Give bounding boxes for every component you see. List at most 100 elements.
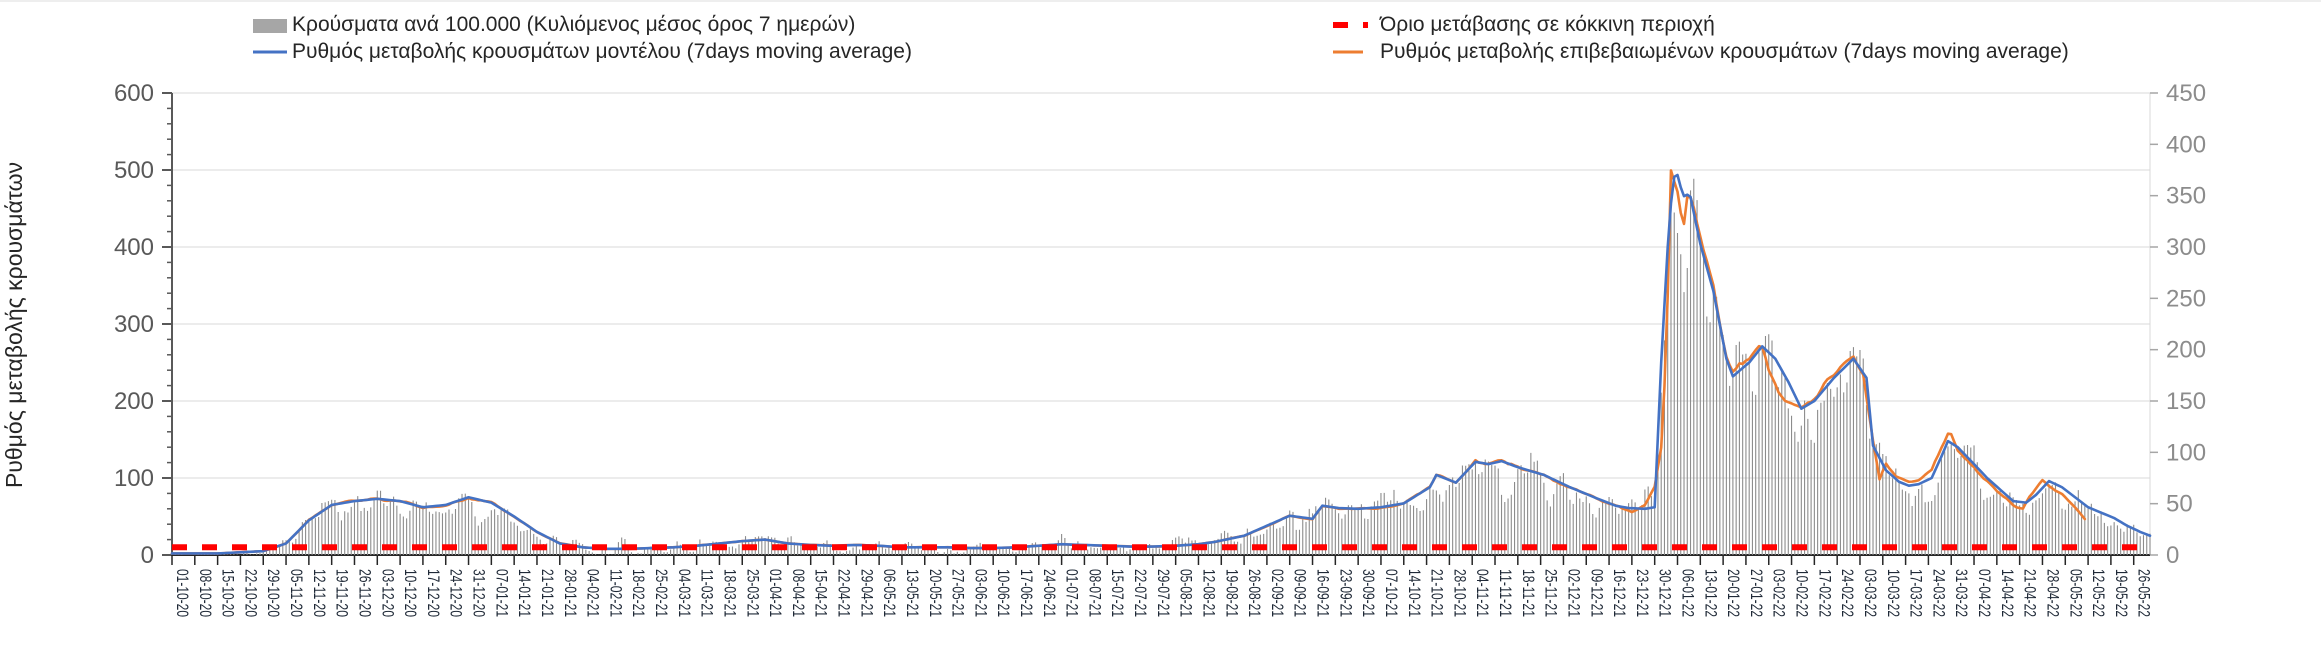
svg-text:100: 100 [114, 465, 154, 492]
svg-text:30-12-21: 30-12-21 [1656, 569, 1675, 617]
svg-text:31-12-20: 31-12-20 [470, 569, 489, 617]
svg-text:05-05-22: 05-05-22 [2066, 569, 2085, 617]
svg-text:10-02-22: 10-02-22 [1793, 569, 1812, 617]
svg-text:21-04-22: 21-04-22 [2021, 569, 2040, 617]
svg-text:02-09-21: 02-09-21 [1268, 569, 1287, 617]
svg-text:16-09-21: 16-09-21 [1314, 569, 1333, 617]
svg-text:01-07-21: 01-07-21 [1063, 569, 1082, 617]
svg-text:01-04-21: 01-04-21 [766, 569, 785, 617]
svg-text:10-06-21: 10-06-21 [994, 569, 1013, 617]
svg-text:27-05-21: 27-05-21 [949, 569, 968, 617]
svg-text:28-01-21: 28-01-21 [561, 569, 580, 617]
svg-text:29-07-21: 29-07-21 [1154, 569, 1173, 617]
svg-text:04-03-21: 04-03-21 [675, 569, 694, 617]
svg-text:250: 250 [2166, 285, 2206, 312]
svg-text:03-03-22: 03-03-22 [1861, 569, 1880, 617]
svg-text:26-11-20: 26-11-20 [355, 569, 374, 617]
svg-text:20-05-21: 20-05-21 [926, 569, 945, 617]
svg-text:26-08-21: 26-08-21 [1245, 569, 1264, 617]
svg-text:10-12-20: 10-12-20 [401, 569, 420, 617]
svg-text:450: 450 [2166, 80, 2206, 107]
svg-text:05-08-21: 05-08-21 [1177, 569, 1196, 617]
svg-text:11-11-21: 11-11-21 [1496, 569, 1515, 617]
svg-text:10-03-22: 10-03-22 [1884, 569, 1903, 617]
svg-text:50: 50 [2166, 491, 2193, 518]
svg-text:07-01-21: 07-01-21 [492, 569, 511, 617]
svg-text:16-12-21: 16-12-21 [1610, 569, 1629, 617]
svg-text:01-10-20: 01-10-20 [173, 569, 192, 617]
svg-text:18-03-21: 18-03-21 [720, 569, 739, 617]
svg-text:23-12-21: 23-12-21 [1633, 569, 1652, 617]
svg-text:0: 0 [2166, 542, 2179, 569]
svg-text:12-05-22: 12-05-22 [2089, 569, 2108, 617]
svg-text:23-09-21: 23-09-21 [1336, 569, 1355, 617]
svg-text:30-09-21: 30-09-21 [1359, 569, 1378, 617]
svg-text:13-05-21: 13-05-21 [903, 569, 922, 617]
svg-text:24-06-21: 24-06-21 [1040, 569, 1059, 617]
svg-text:19-08-21: 19-08-21 [1222, 569, 1241, 617]
svg-text:0: 0 [141, 542, 154, 569]
svg-text:22-10-20: 22-10-20 [241, 569, 260, 617]
svg-text:13-01-22: 13-01-22 [1701, 569, 1720, 617]
svg-text:29-04-21: 29-04-21 [857, 569, 876, 617]
svg-text:200: 200 [2166, 337, 2206, 364]
svg-text:15-04-21: 15-04-21 [812, 569, 831, 617]
svg-text:09-12-21: 09-12-21 [1587, 569, 1606, 617]
svg-text:03-06-21: 03-06-21 [971, 569, 990, 617]
svg-text:21-10-21: 21-10-21 [1428, 569, 1447, 617]
svg-text:07-04-22: 07-04-22 [1975, 569, 1994, 617]
svg-text:Ρυθμός μεταβολής κρουσμάτων: Ρυθμός μεταβολής κρουσμάτων [1, 162, 27, 488]
svg-text:25-03-21: 25-03-21 [743, 569, 762, 617]
svg-text:400: 400 [2166, 131, 2206, 158]
svg-text:12-11-20: 12-11-20 [310, 569, 329, 617]
svg-text:04-02-21: 04-02-21 [584, 569, 603, 617]
svg-text:19-11-20: 19-11-20 [333, 569, 352, 617]
svg-text:17-02-22: 17-02-22 [1815, 569, 1834, 617]
svg-text:300: 300 [114, 311, 154, 338]
svg-text:26-05-22: 26-05-22 [2135, 569, 2154, 617]
svg-text:22-04-21: 22-04-21 [835, 569, 854, 617]
svg-text:27-01-22: 27-01-22 [1747, 569, 1766, 617]
svg-text:18-02-21: 18-02-21 [629, 569, 648, 617]
svg-text:22-07-21: 22-07-21 [1131, 569, 1150, 617]
svg-text:25-11-21: 25-11-21 [1542, 569, 1561, 617]
svg-text:15-07-21: 15-07-21 [1108, 569, 1127, 617]
svg-text:06-05-21: 06-05-21 [880, 569, 899, 617]
svg-text:28-10-21: 28-10-21 [1450, 569, 1469, 617]
svg-text:09-09-21: 09-09-21 [1291, 569, 1310, 617]
svg-text:11-02-21: 11-02-21 [606, 569, 625, 617]
svg-text:12-08-21: 12-08-21 [1199, 569, 1218, 617]
svg-text:400: 400 [114, 234, 154, 261]
svg-text:Ρυθμός μεταβολής επιβεβαιωμένω: Ρυθμός μεταβολής επιβεβαιωμένων κρουσμάτ… [1380, 40, 2069, 63]
svg-text:24-03-22: 24-03-22 [1929, 569, 1948, 617]
svg-text:500: 500 [114, 157, 154, 184]
svg-text:03-02-22: 03-02-22 [1770, 569, 1789, 617]
svg-text:06-01-22: 06-01-22 [1679, 569, 1698, 617]
svg-text:07-10-21: 07-10-21 [1382, 569, 1401, 617]
svg-text:14-10-21: 14-10-21 [1405, 569, 1424, 617]
svg-text:21-01-21: 21-01-21 [538, 569, 557, 617]
svg-text:17-06-21: 17-06-21 [1017, 569, 1036, 617]
svg-text:200: 200 [114, 388, 154, 415]
svg-text:15-10-20: 15-10-20 [219, 569, 238, 617]
svg-text:24-02-22: 24-02-22 [1838, 569, 1857, 617]
svg-text:150: 150 [2166, 388, 2206, 415]
svg-text:08-04-21: 08-04-21 [789, 569, 808, 617]
svg-text:300: 300 [2166, 234, 2206, 261]
svg-text:17-03-22: 17-03-22 [1907, 569, 1926, 617]
svg-text:04-11-21: 04-11-21 [1473, 569, 1492, 617]
svg-text:350: 350 [2166, 183, 2206, 210]
svg-text:600: 600 [114, 80, 154, 107]
svg-text:08-07-21: 08-07-21 [1085, 569, 1104, 617]
svg-text:19-05-22: 19-05-22 [2112, 569, 2131, 617]
svg-text:29-10-20: 29-10-20 [264, 569, 283, 617]
svg-text:03-12-20: 03-12-20 [378, 569, 397, 617]
svg-text:25-02-21: 25-02-21 [652, 569, 671, 617]
svg-text:28-04-22: 28-04-22 [2043, 569, 2062, 617]
svg-text:17-12-20: 17-12-20 [424, 569, 443, 617]
svg-text:08-10-20: 08-10-20 [196, 569, 215, 617]
svg-text:24-12-20: 24-12-20 [447, 569, 466, 617]
svg-text:18-11-21: 18-11-21 [1519, 569, 1538, 617]
svg-text:31-03-22: 31-03-22 [1952, 569, 1971, 617]
svg-text:Ρυθμός μεταβολής κρουσμάτων μο: Ρυθμός μεταβολής κρουσμάτων μοντέλου (7d… [292, 40, 912, 63]
